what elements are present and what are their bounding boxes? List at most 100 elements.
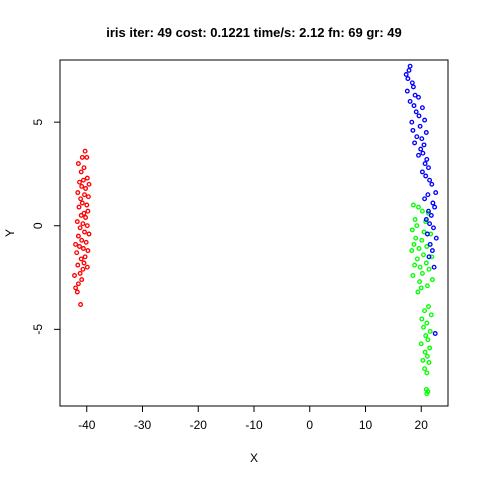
data-point (403, 72, 409, 77)
data-point (427, 177, 433, 183)
data-point (76, 204, 82, 210)
data-point (424, 156, 430, 162)
data-point (427, 345, 433, 351)
data-point (423, 217, 429, 222)
data-point (73, 285, 79, 291)
data-point (74, 289, 80, 295)
data-point (83, 239, 89, 245)
data-point (424, 391, 430, 397)
plot-frame (59, 59, 449, 407)
data-point (416, 204, 421, 210)
data-point (427, 328, 433, 334)
data-point (422, 161, 428, 167)
data-point (421, 324, 426, 330)
data-point (419, 105, 425, 111)
data-point (420, 357, 426, 363)
data-point (422, 349, 428, 355)
data-point (410, 202, 416, 208)
data-point (424, 244, 430, 249)
data-point (75, 233, 81, 239)
data-point (426, 360, 432, 365)
data-point (84, 202, 90, 208)
data-point (409, 119, 415, 125)
data-point (415, 289, 421, 295)
data-point (418, 341, 424, 347)
x-axis-label: X (250, 451, 258, 465)
series-2 (409, 202, 435, 397)
data-point (85, 208, 91, 214)
data-point (73, 241, 79, 247)
data-point (82, 229, 87, 235)
data-point (427, 221, 433, 227)
data-point (433, 235, 439, 241)
data-point (432, 331, 438, 336)
data-point (424, 231, 430, 237)
data-point (84, 154, 90, 160)
data-point (417, 279, 423, 285)
data-point (424, 353, 430, 359)
data-point (429, 277, 435, 283)
chart-title: iris iter: 49 cost: 0.1221 time/s: 2.12 … (106, 25, 402, 40)
data-point (426, 208, 431, 214)
data-point (421, 252, 426, 258)
data-point (413, 109, 419, 115)
data-point (421, 229, 427, 235)
data-point (424, 370, 430, 376)
data-point (78, 196, 84, 202)
data-point (85, 194, 91, 200)
data-point (82, 254, 88, 260)
data-point (426, 304, 431, 310)
data-point (77, 225, 83, 231)
data-point (74, 250, 80, 256)
data-point (424, 283, 430, 289)
x-tick-label: -10 (245, 418, 263, 432)
data-point (79, 237, 85, 243)
x-tick-label: -40 (78, 418, 96, 432)
data-point (419, 136, 425, 142)
data-point (433, 190, 439, 196)
data-point (420, 150, 426, 156)
y-tick-label: 0 (31, 222, 45, 229)
data-point (423, 260, 429, 266)
data-point (74, 219, 80, 225)
data-point (424, 320, 430, 326)
data-point (416, 246, 422, 251)
data-point (82, 148, 88, 154)
data-point (410, 127, 416, 133)
data-point (406, 67, 412, 73)
data-point (412, 217, 418, 222)
y-tick-label: -5 (31, 324, 45, 335)
data-point (84, 223, 90, 229)
data-point (407, 98, 413, 104)
data-point (432, 204, 438, 210)
data-point (405, 76, 411, 82)
data-point (429, 248, 435, 254)
x-tick-label: -20 (190, 418, 208, 432)
data-point (429, 254, 435, 260)
series-3 (403, 63, 439, 336)
data-point (409, 248, 415, 254)
data-point (419, 169, 425, 175)
data-point (427, 241, 433, 247)
data-point (418, 146, 424, 152)
data-point (414, 223, 420, 229)
data-point (419, 316, 425, 322)
data-point (77, 179, 82, 185)
data-point (78, 212, 84, 218)
data-point (80, 221, 86, 227)
data-point (422, 366, 428, 372)
data-point (80, 266, 86, 272)
data-point (78, 256, 84, 262)
data-point (411, 103, 417, 109)
data-point (426, 165, 431, 171)
data-point (429, 181, 435, 187)
y-tick-label: 5 (31, 118, 45, 125)
x-tick-label: -30 (134, 418, 152, 432)
data-point (414, 256, 420, 262)
data-point (80, 246, 86, 251)
data-point (414, 134, 420, 140)
data-point (77, 270, 83, 276)
data-point (419, 237, 425, 243)
data-point (78, 302, 84, 307)
